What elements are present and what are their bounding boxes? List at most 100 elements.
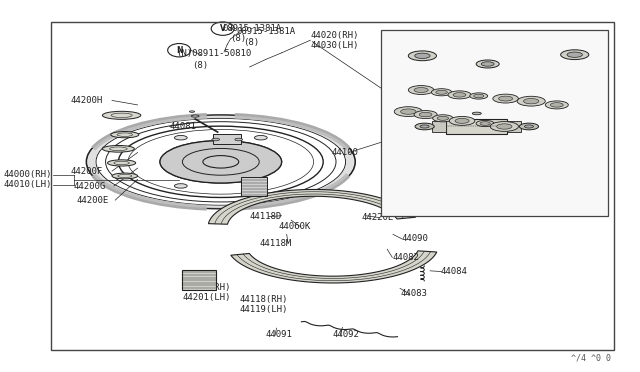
Ellipse shape <box>174 184 187 188</box>
Text: N: N <box>176 46 182 55</box>
Ellipse shape <box>449 116 475 125</box>
Text: *: * <box>570 198 575 208</box>
Text: (N)08911-50810: (N)08911-50810 <box>176 49 252 58</box>
Text: 44091: 44091 <box>266 330 292 339</box>
Text: 44119(LH): 44119(LH) <box>240 305 289 314</box>
Text: *: * <box>229 26 234 35</box>
Ellipse shape <box>545 101 568 109</box>
Text: *: * <box>557 33 563 43</box>
Text: (8): (8) <box>192 61 208 70</box>
Ellipse shape <box>254 135 267 140</box>
Text: 44082: 44082 <box>392 253 419 262</box>
Ellipse shape <box>419 112 432 117</box>
Ellipse shape <box>408 86 434 94</box>
Text: 44100: 44100 <box>332 148 358 157</box>
Text: 44084: 44084 <box>440 267 467 276</box>
Text: 08915-1381A: 08915-1381A <box>237 27 296 36</box>
Ellipse shape <box>189 111 195 112</box>
Text: 44081: 44081 <box>170 122 196 131</box>
Text: 44200E: 44200E <box>77 196 109 205</box>
Ellipse shape <box>499 96 513 101</box>
Bar <box>213 134 241 144</box>
Ellipse shape <box>567 52 582 57</box>
Ellipse shape <box>474 94 484 98</box>
Text: 44118(RH): 44118(RH) <box>240 295 289 304</box>
Text: ^/4 ^0 0: ^/4 ^0 0 <box>571 354 611 363</box>
Text: 44020(RH): 44020(RH) <box>310 31 359 40</box>
Ellipse shape <box>520 123 539 130</box>
Bar <box>433 121 447 132</box>
Ellipse shape <box>550 103 563 107</box>
Ellipse shape <box>394 107 422 116</box>
Ellipse shape <box>415 53 430 58</box>
Bar <box>507 121 521 132</box>
Ellipse shape <box>401 109 416 114</box>
Bar <box>447 119 507 134</box>
Ellipse shape <box>414 110 437 119</box>
Text: 44060K: 44060K <box>278 222 310 231</box>
Text: 44128: 44128 <box>389 81 416 90</box>
Ellipse shape <box>525 125 534 128</box>
Ellipse shape <box>490 122 518 131</box>
Text: 44129: 44129 <box>408 35 435 44</box>
Text: 44131: 44131 <box>552 112 579 121</box>
Ellipse shape <box>472 112 481 115</box>
Text: 44124: 44124 <box>563 35 590 44</box>
Text: (8): (8) <box>230 34 246 43</box>
Text: (8): (8) <box>243 38 259 47</box>
Ellipse shape <box>470 93 488 99</box>
Text: *: * <box>399 33 404 43</box>
Text: V: V <box>220 24 226 33</box>
Bar <box>182 270 216 290</box>
Text: 44200G: 44200G <box>74 182 106 190</box>
Text: 44200H: 44200H <box>70 96 102 105</box>
Ellipse shape <box>191 115 199 117</box>
Text: 44108: 44108 <box>467 138 494 147</box>
Text: *: * <box>460 48 465 58</box>
Text: 44131: 44131 <box>460 150 486 159</box>
Ellipse shape <box>108 160 136 166</box>
Text: 44118D: 44118D <box>250 212 282 221</box>
Text: NOTE) PARTS CODE 44100K ......: NOTE) PARTS CODE 44100K ...... <box>387 201 534 210</box>
Bar <box>51 22 614 350</box>
Polygon shape <box>88 115 354 208</box>
Ellipse shape <box>455 118 469 124</box>
Ellipse shape <box>102 145 134 152</box>
Ellipse shape <box>415 123 435 130</box>
Text: 44000(RH): 44000(RH) <box>3 170 52 179</box>
Ellipse shape <box>476 121 494 126</box>
Text: 44108: 44108 <box>541 119 568 128</box>
Ellipse shape <box>408 51 436 61</box>
Ellipse shape <box>414 87 428 93</box>
Text: 44092: 44092 <box>333 330 360 339</box>
Ellipse shape <box>174 135 187 140</box>
Ellipse shape <box>160 141 282 183</box>
Text: 44124: 44124 <box>387 115 414 124</box>
Text: 44010(LH): 44010(LH) <box>3 180 52 189</box>
Ellipse shape <box>493 94 518 103</box>
Ellipse shape <box>448 91 471 99</box>
Ellipse shape <box>254 184 267 188</box>
Ellipse shape <box>517 96 545 106</box>
Ellipse shape <box>436 90 447 94</box>
Ellipse shape <box>524 99 539 104</box>
Text: 44030(LH): 44030(LH) <box>310 41 359 50</box>
Ellipse shape <box>420 125 429 128</box>
Text: *: * <box>397 114 403 124</box>
Ellipse shape <box>433 115 453 122</box>
Text: *: * <box>393 96 398 105</box>
Polygon shape <box>209 189 415 224</box>
Ellipse shape <box>102 111 141 119</box>
Ellipse shape <box>431 89 452 96</box>
Text: 44112: 44112 <box>402 97 429 106</box>
Bar <box>381 30 608 216</box>
Ellipse shape <box>112 173 138 179</box>
Text: 44200F: 44200F <box>70 167 102 176</box>
Text: 44083: 44083 <box>401 289 428 298</box>
Text: *: * <box>577 198 582 208</box>
Ellipse shape <box>481 62 494 66</box>
Ellipse shape <box>437 116 449 120</box>
Ellipse shape <box>111 132 139 138</box>
Bar <box>241 177 267 196</box>
Ellipse shape <box>476 60 499 68</box>
